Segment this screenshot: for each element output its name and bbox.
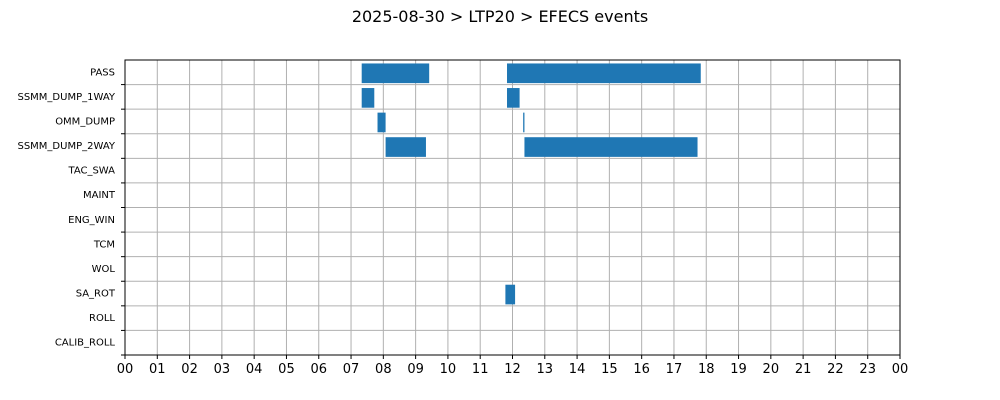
event-bar <box>361 88 375 108</box>
event-bar <box>361 63 430 84</box>
x-tick-label: 11 <box>472 362 489 377</box>
x-tick-label: 16 <box>633 362 650 377</box>
y-tick-label: TAC_SWA <box>67 166 115 177</box>
x-tick-label: 14 <box>569 362 586 377</box>
x-tick-label: 09 <box>407 362 424 377</box>
event-bar <box>523 112 525 133</box>
x-tick-label: 23 <box>859 362 876 377</box>
chart-title: 2025-08-30 > LTP20 > EFECS events <box>352 7 648 26</box>
event-bar <box>377 112 386 133</box>
event-bar <box>505 284 516 305</box>
event-bar <box>507 63 701 84</box>
x-tick-label: 15 <box>601 362 618 377</box>
x-tick-label: 06 <box>310 362 327 377</box>
x-tick-label: 08 <box>375 362 392 377</box>
x-tick-label: 21 <box>795 362 812 377</box>
y-tick-label: CALIB_ROLL <box>55 338 116 349</box>
x-tick-label: 10 <box>440 362 457 377</box>
y-ticks: PASS SSMM_DUMP_1WAY OMM_DUMP SSMM_DUMP_2WAY… <box>17 67 125 356</box>
x-tick-label: 20 <box>763 362 780 377</box>
y-tick-label: PASS <box>90 67 115 78</box>
y-tick-label: SA_ROT <box>76 289 116 300</box>
x-tick-label: 17 <box>666 362 683 377</box>
x-ticks: 00 01 02 03 04 05 06 07 08 09 10 11 12 13 14 15 16 17 18 19… <box>117 355 909 377</box>
x-tick-label: 22 <box>827 362 844 377</box>
y-tick-label: SSMM_DUMP_2WAY <box>17 141 115 152</box>
y-tick-label: ENG_WIN <box>68 215 115 226</box>
y-tick-label: OMM_DUMP <box>55 116 115 127</box>
x-tick-label: 03 <box>214 362 231 377</box>
event-bar <box>524 137 698 157</box>
x-tick-label: 13 <box>537 362 554 377</box>
y-tick-label: SSMM_DUMP_1WAY <box>17 92 115 103</box>
x-tick-label: 07 <box>343 362 360 377</box>
x-tick-label: 18 <box>698 362 715 377</box>
x-tick-label: 00 <box>892 362 909 377</box>
event-bar <box>385 137 426 157</box>
y-tick-label: MAINT <box>83 190 116 201</box>
x-tick-label: 02 <box>181 362 198 377</box>
x-tick-label: 01 <box>149 362 166 377</box>
y-tick-label: ROLL <box>89 313 115 324</box>
x-tick-label: 04 <box>246 362 263 377</box>
x-tick-label: 00 <box>117 362 134 377</box>
x-tick-label: 19 <box>730 362 747 377</box>
bars <box>361 63 701 305</box>
y-tick-label: TCM <box>93 239 115 250</box>
y-tick-label: WOL <box>92 264 116 275</box>
event-bar <box>507 88 520 108</box>
x-tick-label: 05 <box>278 362 295 377</box>
x-tick-label: 12 <box>504 362 521 377</box>
